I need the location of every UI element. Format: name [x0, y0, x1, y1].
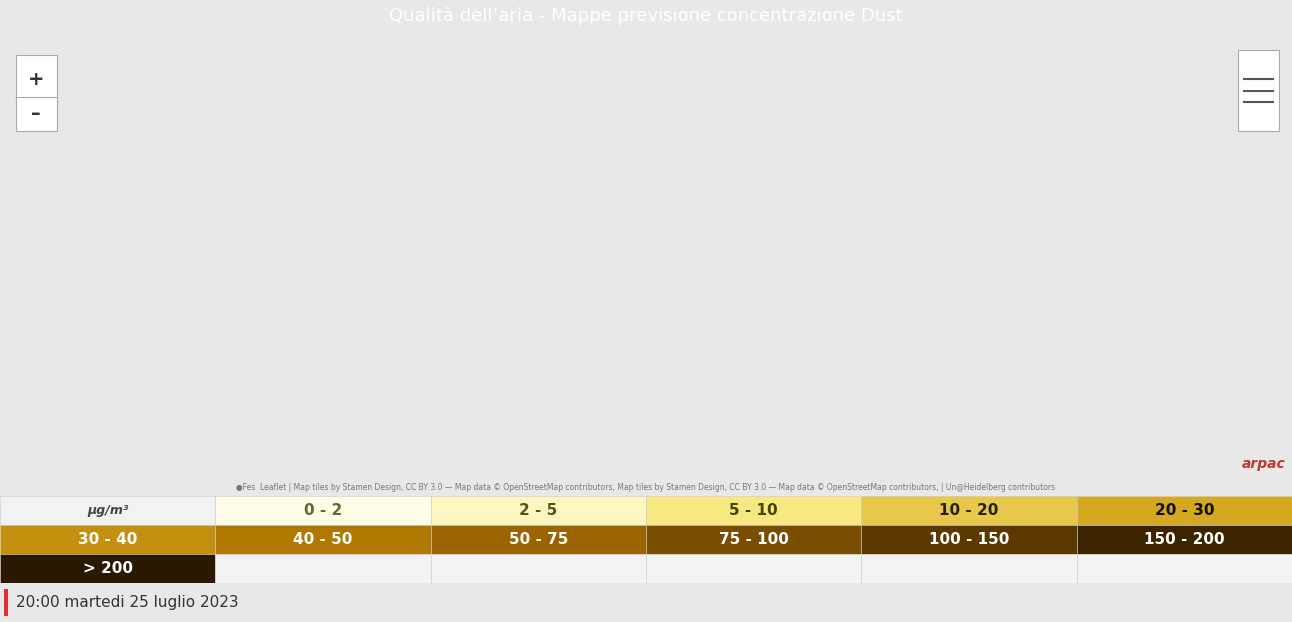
FancyBboxPatch shape — [1238, 50, 1279, 131]
Bar — [216, 554, 430, 583]
Bar — [0, 554, 216, 583]
Text: 2 - 5: 2 - 5 — [519, 503, 557, 518]
Text: 20:00 martedi 25 luglio 2023: 20:00 martedi 25 luglio 2023 — [16, 595, 238, 610]
Text: 30 - 40: 30 - 40 — [78, 532, 137, 547]
Text: +: + — [28, 70, 44, 89]
Bar — [1076, 496, 1292, 525]
Bar — [430, 554, 646, 583]
Text: 75 - 100: 75 - 100 — [718, 532, 788, 547]
Bar — [430, 525, 646, 554]
Bar — [1076, 525, 1292, 554]
Bar — [646, 496, 862, 525]
Bar — [646, 554, 862, 583]
Bar — [1076, 554, 1292, 583]
Bar — [4, 588, 8, 616]
Text: > 200: > 200 — [83, 561, 133, 576]
Text: 150 - 200: 150 - 200 — [1143, 532, 1225, 547]
Bar — [0, 496, 216, 525]
Text: 0 - 2: 0 - 2 — [304, 503, 342, 518]
Text: arpac: arpac — [1242, 457, 1286, 471]
Bar — [216, 496, 430, 525]
Text: 50 - 75: 50 - 75 — [509, 532, 568, 547]
Text: 100 - 150: 100 - 150 — [929, 532, 1009, 547]
Bar — [0, 525, 216, 554]
Bar — [216, 525, 430, 554]
Text: ●Fes  Leaflet | Map tiles by Stamen Design, CC BY 3.0 — Map data © OpenStreetMap: ●Fes Leaflet | Map tiles by Stamen Desig… — [236, 483, 1056, 493]
Text: μg/m³: μg/m³ — [87, 504, 128, 517]
Text: 40 - 50: 40 - 50 — [293, 532, 353, 547]
FancyBboxPatch shape — [16, 55, 57, 131]
Text: 5 - 10: 5 - 10 — [730, 503, 778, 518]
Text: Qualità dell’aria - Mappe previsione concentrazione Dust: Qualità dell’aria - Mappe previsione con… — [389, 7, 903, 26]
Text: –: – — [31, 104, 41, 123]
Bar — [430, 496, 646, 525]
Text: 10 - 20: 10 - 20 — [939, 503, 999, 518]
Bar — [862, 554, 1076, 583]
Bar — [862, 525, 1076, 554]
Bar — [646, 525, 862, 554]
Bar — [862, 496, 1076, 525]
Text: 20 - 30: 20 - 30 — [1155, 503, 1214, 518]
